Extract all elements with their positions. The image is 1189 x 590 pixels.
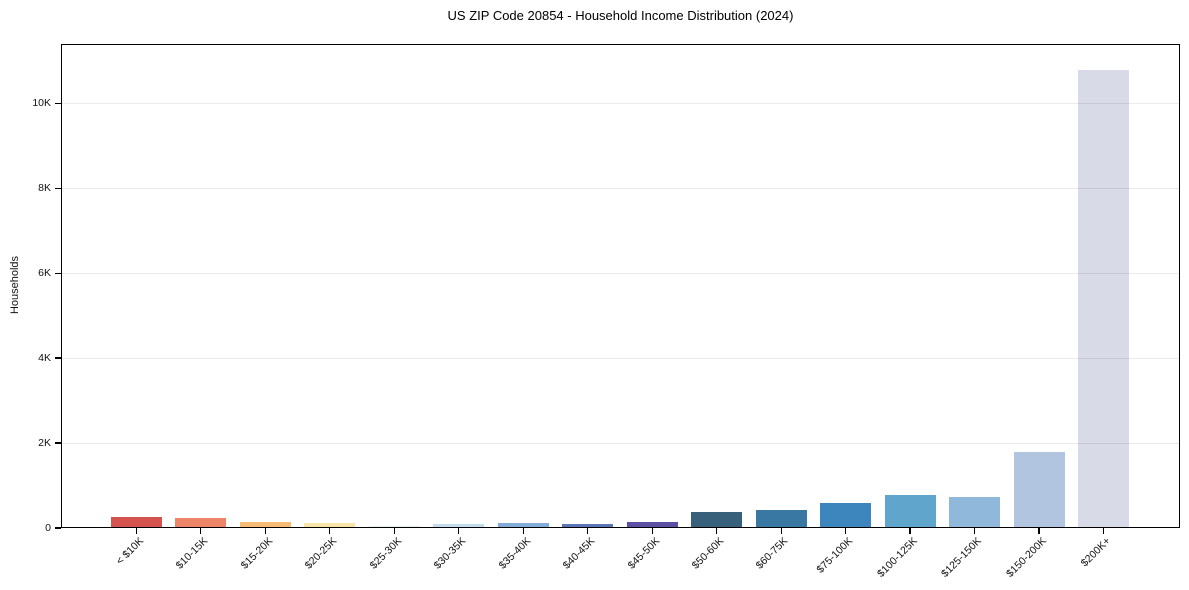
x-tick xyxy=(780,528,782,534)
y-tick-label: 4K xyxy=(38,352,51,365)
gridline xyxy=(61,102,1180,104)
bar-$40-45K xyxy=(562,524,614,528)
x-tick xyxy=(1038,528,1040,534)
y-tick xyxy=(55,272,61,274)
bar-$60-75K xyxy=(755,509,807,528)
x-tick xyxy=(200,528,202,534)
y-tick xyxy=(55,527,61,529)
x-tick xyxy=(1102,528,1105,534)
bar-$100-125K xyxy=(884,494,936,528)
y-tick-label: 2K xyxy=(38,437,51,450)
bar-$25-30K xyxy=(368,525,420,528)
bar-$10-15K xyxy=(175,517,227,528)
x-tick xyxy=(651,528,653,534)
y-tick xyxy=(55,187,61,190)
bar-$15-20K xyxy=(239,522,291,528)
x-tick-label-text: $25-30K xyxy=(367,535,404,572)
x-tick-label-text: $50-60K xyxy=(689,535,727,572)
x-tick-label-text: $150-200K xyxy=(1003,535,1049,580)
y-tick-label: 8K xyxy=(38,182,51,195)
y-axis-label: Households xyxy=(9,255,21,315)
y-tick xyxy=(55,102,61,105)
x-tick-label-text: $35-40K xyxy=(496,535,533,572)
x-tick xyxy=(393,528,395,534)
x-tick xyxy=(716,528,718,534)
plot-area xyxy=(61,44,1180,528)
x-tick-label-text: $10-15K xyxy=(173,535,211,572)
x-tick-label-text: $75-100K xyxy=(814,535,856,576)
x-tick-label-text: $15-20K xyxy=(238,535,275,572)
y-tick xyxy=(55,357,61,359)
bar-$125-150K xyxy=(949,496,1001,528)
y-tick xyxy=(55,442,61,444)
x-tick xyxy=(329,528,331,534)
x-tick-label-text: $100-125K xyxy=(874,535,920,580)
x-tick-label-text: $200K+ xyxy=(1078,535,1114,570)
x-tick xyxy=(909,528,911,534)
x-tick xyxy=(135,528,137,534)
bar-$35-40K xyxy=(497,522,549,528)
x-tick xyxy=(973,528,976,534)
y-tick-label: 0 xyxy=(45,522,51,534)
x-tick xyxy=(844,528,847,534)
bar-$50-60K xyxy=(691,511,743,528)
bar-$150-200K xyxy=(1013,452,1065,528)
bar-$75-100K xyxy=(820,502,872,528)
x-tick xyxy=(264,528,266,534)
gridline xyxy=(61,357,1180,359)
x-tick xyxy=(587,528,589,534)
bar-< $10K xyxy=(110,517,162,528)
gridline xyxy=(61,187,1180,189)
x-tick-label-text: $30-35K xyxy=(431,535,469,572)
x-tick-label-text: $60-75K xyxy=(754,535,791,572)
y-tick-label: 6K xyxy=(38,267,51,280)
bar-$30-35K xyxy=(433,524,485,528)
x-tick-label-text: $125-150K xyxy=(939,535,985,580)
y-tick-label: 10K xyxy=(32,97,51,110)
x-tick xyxy=(522,528,524,534)
x-tick-label-text: $45-50K xyxy=(625,535,662,572)
x-tick-label-text: < $10K xyxy=(113,535,146,568)
gridline xyxy=(61,272,1180,274)
bar-$20-25K xyxy=(304,523,356,528)
x-tick xyxy=(458,528,460,534)
x-tick-label-text: $40-45K xyxy=(560,535,598,572)
chart-title: US ZIP Code 20854 - Household Income Dis… xyxy=(447,8,794,23)
x-tick-label-text: $20-25K xyxy=(302,535,340,572)
bar-$45-50K xyxy=(626,522,678,528)
bar-$200K+ xyxy=(1078,69,1130,528)
gridline xyxy=(61,442,1180,444)
